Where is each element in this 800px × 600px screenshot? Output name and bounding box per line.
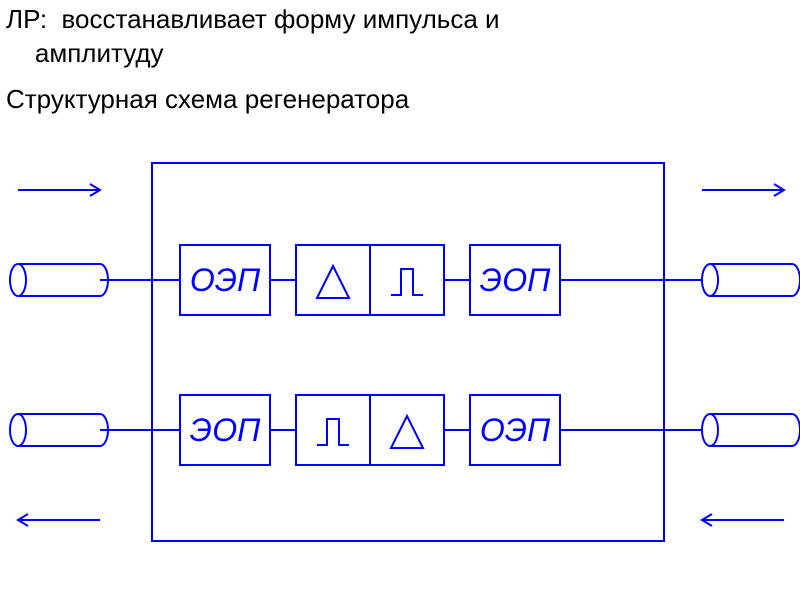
- block-label: ОЭП: [190, 262, 261, 298]
- block-label: ОЭП: [480, 412, 551, 448]
- block-label: ЭОП: [480, 262, 551, 298]
- block-label: ЭОП: [190, 412, 261, 448]
- regenerator-diagram: ОЭП ЭОП ЭОП ОЭП: [0, 0, 800, 600]
